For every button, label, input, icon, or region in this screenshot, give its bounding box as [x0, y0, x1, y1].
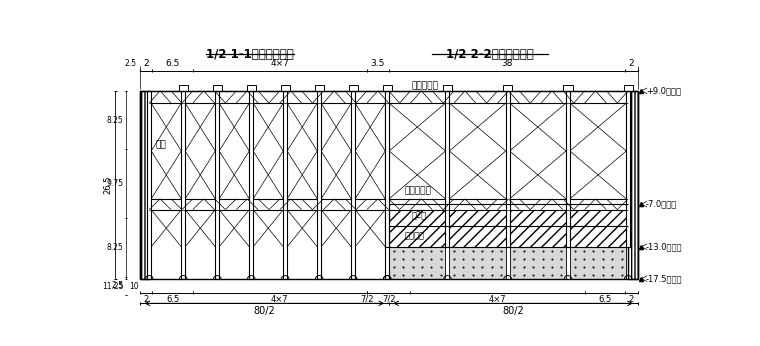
Text: 6.5: 6.5 — [598, 295, 612, 304]
Text: +9.0吸筱顶: +9.0吸筱顶 — [646, 86, 681, 95]
Bar — [385, 91, 389, 279]
Bar — [563, 85, 572, 91]
Bar — [249, 91, 253, 279]
Bar — [445, 91, 449, 247]
Text: 1/2 1-1（封底施工）: 1/2 1-1（封底施工） — [206, 48, 294, 62]
Bar — [443, 85, 452, 91]
Bar — [388, 204, 629, 226]
Text: 2: 2 — [144, 295, 149, 304]
Bar — [449, 247, 505, 279]
Text: 7/2: 7/2 — [382, 295, 395, 304]
Bar — [389, 247, 445, 279]
Text: 4×7: 4×7 — [489, 295, 506, 304]
Text: 吸杆: 吸杆 — [156, 140, 166, 149]
Text: 2: 2 — [629, 295, 634, 304]
Text: 2: 2 — [629, 60, 634, 69]
Bar — [351, 91, 355, 279]
Bar — [140, 91, 149, 279]
Bar — [626, 91, 630, 247]
Bar — [317, 91, 321, 279]
Bar — [566, 91, 570, 247]
Text: 9.75: 9.75 — [106, 179, 124, 188]
Bar — [213, 85, 222, 91]
Text: 8.25: 8.25 — [107, 116, 124, 125]
Text: 11.25: 11.25 — [102, 282, 124, 291]
Bar — [570, 247, 626, 279]
Text: -7.0承台顶: -7.0承台顶 — [646, 200, 677, 209]
Text: 顶层内支樻: 顶层内支樻 — [412, 82, 439, 91]
Bar — [505, 91, 510, 247]
Text: 2.5: 2.5 — [125, 60, 137, 69]
Text: 1/2 2-2（承台施工）: 1/2 2-2（承台施工） — [446, 48, 534, 62]
Bar — [147, 91, 151, 279]
Text: 80/2: 80/2 — [502, 306, 524, 316]
Text: 80/2: 80/2 — [254, 306, 275, 316]
Bar — [382, 85, 392, 91]
Text: -13.0承台底: -13.0承台底 — [646, 242, 682, 251]
Text: 2.5: 2.5 — [112, 281, 124, 290]
Bar — [315, 85, 324, 91]
Bar — [623, 85, 633, 91]
Bar — [280, 85, 290, 91]
Bar — [149, 199, 629, 210]
Text: -17.5吸筱底: -17.5吸筱底 — [646, 274, 682, 283]
Text: 8.25: 8.25 — [107, 243, 124, 252]
Text: 分2次: 分2次 — [412, 210, 427, 219]
Text: 7/2: 7/2 — [360, 295, 374, 304]
Bar — [283, 91, 287, 279]
Text: 底层内支樻: 底层内支樻 — [404, 186, 431, 195]
Bar — [179, 85, 188, 91]
Text: 2: 2 — [144, 60, 149, 69]
Text: 4×7: 4×7 — [271, 295, 289, 304]
Bar — [629, 91, 638, 279]
Bar — [246, 85, 256, 91]
Bar — [215, 91, 219, 279]
Text: 6.5: 6.5 — [166, 295, 179, 304]
Text: 10: 10 — [129, 282, 139, 291]
Text: 6.5: 6.5 — [166, 60, 180, 69]
Bar — [388, 226, 629, 247]
Text: 26.5: 26.5 — [103, 175, 112, 194]
Bar — [349, 85, 358, 91]
Bar — [385, 91, 389, 247]
Text: 38: 38 — [501, 60, 513, 69]
Text: 3.5: 3.5 — [371, 60, 385, 69]
Bar — [149, 91, 629, 103]
Bar — [182, 91, 185, 279]
Text: 4×7: 4×7 — [271, 60, 290, 69]
Text: 浇注承台: 浇注承台 — [404, 231, 424, 240]
Bar — [503, 85, 512, 91]
Bar — [510, 247, 566, 279]
